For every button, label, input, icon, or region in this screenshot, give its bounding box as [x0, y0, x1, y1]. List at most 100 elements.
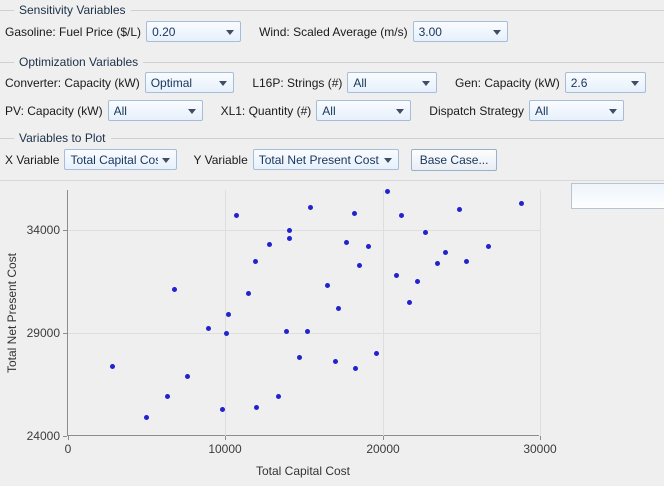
gen-capacity-label: Gen: Capacity (kW)	[455, 76, 560, 90]
axis-tick	[63, 436, 67, 437]
converter-capacity-label: Converter: Capacity (kW)	[5, 76, 140, 90]
data-point	[333, 359, 338, 364]
data-point	[206, 326, 211, 331]
data-point	[394, 273, 399, 278]
data-point	[276, 394, 281, 399]
data-point	[297, 355, 302, 360]
y-variable-label: Y Variable	[193, 153, 247, 167]
data-point	[254, 405, 259, 410]
data-point	[287, 236, 292, 241]
axis-tick	[68, 436, 69, 440]
group-line	[111, 138, 664, 139]
group-header: Sensitivity Variables	[0, 3, 664, 17]
data-point	[344, 240, 349, 245]
chevron-down-icon	[493, 30, 501, 35]
data-point	[220, 407, 225, 412]
group-header: Variables to Plot	[0, 131, 664, 145]
y-tick-label: 34000	[14, 223, 60, 237]
data-point	[267, 242, 272, 247]
pv-capacity-label: PV: Capacity (kW)	[5, 104, 103, 118]
data-point	[284, 329, 289, 334]
l16p-strings-dropdown[interactable]: All	[347, 72, 437, 93]
base-case-button[interactable]: Base Case...	[411, 149, 498, 171]
x-axis-title: Total Capital Cost	[67, 464, 539, 478]
variables-to-plot-group: Variables to Plot X Variable Total Capit…	[0, 131, 664, 170]
data-point	[226, 312, 231, 317]
data-point	[486, 244, 491, 249]
group-title: Optimization Variables	[14, 55, 143, 69]
data-point	[435, 261, 440, 266]
group-title: Sensitivity Variables	[14, 3, 131, 17]
xl1-quantity-dropdown[interactable]: All	[316, 100, 411, 121]
axis-tick	[63, 333, 67, 334]
data-point	[374, 351, 379, 356]
data-point	[353, 366, 358, 371]
scatter-plot-region: Total Net Present Cost 01000020000300002…	[0, 180, 664, 486]
l16p-strings-label: L16P: Strings (#)	[252, 76, 342, 90]
data-point	[325, 283, 330, 288]
chevron-down-icon	[609, 109, 617, 114]
group-title: Variables to Plot	[14, 131, 111, 145]
data-point	[519, 201, 524, 206]
sensitivity-variables-group: Sensitivity Variables Gasoline: Fuel Pri…	[0, 3, 664, 42]
gen-capacity-dropdown[interactable]: 2.6	[565, 72, 646, 93]
chevron-down-icon	[422, 81, 430, 86]
group-line	[143, 62, 664, 63]
gasoline-fuel-price-dropdown[interactable]: 0.20	[146, 21, 241, 42]
x-tick-label: 30000	[510, 442, 570, 456]
chevron-down-icon	[384, 158, 392, 163]
group-header: Optimization Variables	[0, 55, 664, 69]
y-tick-label: 24000	[14, 429, 60, 443]
axis-tick	[225, 436, 226, 440]
plot-area: 0100002000030000240002900034000	[67, 190, 539, 436]
converter-capacity-dropdown[interactable]: Optimal	[145, 72, 235, 93]
chevron-down-icon	[631, 81, 639, 86]
x-tick-label: 10000	[195, 442, 255, 456]
data-point	[415, 279, 420, 284]
data-point	[234, 213, 239, 218]
y-variable-dropdown[interactable]: Total Net Present Cost	[253, 149, 399, 170]
wind-scaled-average-label: Wind: Scaled Average (m/s)	[259, 25, 408, 39]
data-point	[457, 207, 462, 212]
optimization-controls-row-2: PV: Capacity (kW) All XL1: Quantity (#) All…	[5, 100, 664, 121]
wind-scaled-average-dropdown[interactable]: 3.00	[413, 21, 508, 42]
data-point	[110, 364, 115, 369]
plot-variables-row: X Variable Total Capital Cost Y Variable…	[5, 149, 664, 170]
chevron-down-icon	[226, 30, 234, 35]
dispatch-strategy-dropdown[interactable]: All	[529, 100, 624, 121]
data-point	[144, 415, 149, 420]
optimization-controls-row-1: Converter: Capacity (kW) Optimal L16P: Str…	[5, 72, 664, 93]
chevron-down-icon	[162, 158, 170, 163]
gridline	[540, 190, 541, 436]
data-point	[352, 211, 357, 216]
data-point	[464, 259, 469, 264]
data-point	[407, 300, 412, 305]
data-point	[185, 374, 190, 379]
pv-capacity-dropdown[interactable]: All	[108, 100, 203, 121]
chevron-down-icon	[396, 109, 404, 114]
optimization-variables-group: Optimization Variables Converter: Capaci…	[0, 55, 664, 121]
data-point	[224, 331, 229, 336]
data-point	[423, 230, 428, 235]
xl1-quantity-label: XL1: Quantity (#)	[221, 104, 312, 118]
chevron-down-icon	[188, 109, 196, 114]
chevron-down-icon	[219, 81, 227, 86]
x-tick-label: 20000	[353, 442, 413, 456]
sensitivity-controls-row: Gasoline: Fuel Price ($/L)0.20Wind: Scal…	[5, 21, 664, 42]
data-point	[287, 228, 292, 233]
x-tick-label: 0	[38, 442, 98, 456]
data-point	[305, 329, 310, 334]
data-point	[399, 213, 404, 218]
x-variable-dropdown[interactable]: Total Capital Cost	[64, 149, 177, 170]
group-line	[0, 138, 14, 139]
axis-tick	[63, 230, 67, 231]
data-point	[385, 189, 390, 194]
x-variable-label: X Variable	[5, 153, 59, 167]
data-point	[246, 291, 251, 296]
legend-box	[571, 183, 664, 209]
data-point	[357, 263, 362, 268]
axis-tick	[383, 436, 384, 440]
group-line	[0, 62, 14, 63]
gridline	[383, 190, 384, 436]
data-point	[443, 250, 448, 255]
